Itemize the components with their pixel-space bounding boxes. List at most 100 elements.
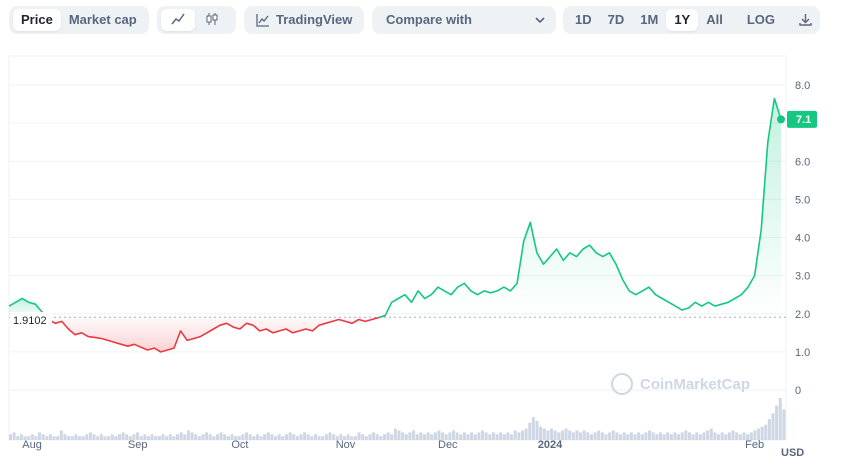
log-toggle[interactable]: LOG bbox=[746, 12, 776, 27]
baseline-label-bg bbox=[10, 312, 52, 328]
volume-bars bbox=[9, 398, 786, 440]
volume-bar bbox=[150, 434, 154, 440]
volume-bar bbox=[186, 430, 190, 440]
volume-bar bbox=[709, 428, 713, 440]
volume-bar bbox=[415, 434, 419, 440]
volume-bar bbox=[412, 430, 416, 440]
candlestick-button[interactable] bbox=[195, 9, 229, 31]
x-tick-label: 2024 bbox=[538, 439, 563, 451]
volume-bar bbox=[742, 432, 746, 440]
volume-bar bbox=[582, 430, 586, 440]
volume-bar bbox=[288, 432, 292, 440]
volume-bar bbox=[212, 436, 216, 440]
volume-bar bbox=[335, 436, 339, 440]
volume-bar bbox=[444, 434, 448, 440]
volume-bar bbox=[727, 432, 731, 440]
volume-bar bbox=[30, 434, 34, 440]
volume-bar bbox=[223, 434, 227, 440]
volume-bar bbox=[197, 436, 201, 440]
volume-bar bbox=[284, 434, 288, 440]
volume-bar bbox=[717, 434, 721, 440]
volume-bar bbox=[117, 434, 121, 440]
range-7d[interactable]: 7D bbox=[607, 12, 625, 27]
volume-bar bbox=[9, 434, 13, 440]
volume-bar bbox=[506, 432, 510, 440]
range-1d[interactable]: 1D bbox=[575, 12, 592, 27]
price-tab[interactable]: Price bbox=[13, 9, 61, 31]
x-tick-label: Nov bbox=[336, 439, 356, 451]
price-chart-svg[interactable]: 8.07.06.05.04.03.02.01.00 AugSepOctNovDe… bbox=[0, 44, 846, 461]
line-chart-button[interactable] bbox=[161, 9, 195, 31]
line-chart-icon bbox=[171, 13, 185, 25]
volume-bar bbox=[535, 420, 539, 440]
volume-bar bbox=[321, 436, 325, 440]
volume-bar bbox=[499, 432, 503, 440]
volume-bar bbox=[775, 405, 779, 440]
volume-bar bbox=[277, 434, 281, 440]
volume-bar bbox=[724, 434, 728, 440]
volume-bar bbox=[433, 432, 437, 440]
volume-bar bbox=[230, 434, 234, 440]
volume-bar bbox=[357, 432, 361, 440]
volume-bar bbox=[364, 436, 368, 440]
volume-bar bbox=[121, 432, 125, 440]
compare-with-dropdown[interactable]: Compare with bbox=[372, 6, 556, 34]
volume-bar bbox=[313, 434, 318, 440]
volume-bar bbox=[604, 434, 608, 440]
volume-bar bbox=[375, 434, 379, 440]
volume-bar bbox=[459, 434, 463, 440]
volume-bar bbox=[67, 436, 71, 440]
volume-bar bbox=[81, 436, 85, 440]
volume-bar bbox=[350, 436, 354, 440]
x-tick-label: Dec bbox=[438, 439, 458, 451]
volume-bar bbox=[422, 434, 426, 440]
volume-bar bbox=[157, 436, 161, 440]
volume-bar bbox=[92, 434, 96, 440]
volume-bar bbox=[571, 432, 575, 440]
chart-toolbar: Price Market cap TradingView Compare wit… bbox=[0, 0, 846, 40]
volume-bar bbox=[441, 432, 445, 440]
volume-bar bbox=[19, 434, 23, 440]
range-1m[interactable]: 1M bbox=[640, 12, 659, 27]
volume-bar bbox=[698, 434, 702, 440]
volume-bar bbox=[673, 432, 677, 440]
market-cap-tab[interactable]: Market cap bbox=[68, 12, 137, 27]
volume-bar bbox=[531, 417, 535, 440]
volume-bar bbox=[426, 432, 430, 440]
volume-bar bbox=[430, 434, 434, 440]
candlestick-icon bbox=[206, 13, 218, 25]
volume-bar bbox=[702, 432, 706, 440]
price-chart[interactable]: 8.07.06.05.04.03.02.01.00 AugSepOctNovDe… bbox=[0, 44, 846, 461]
volume-bar bbox=[96, 436, 100, 440]
volume-bar bbox=[477, 432, 481, 440]
volume-bar bbox=[201, 434, 205, 440]
volume-bar bbox=[448, 432, 452, 440]
volume-bar bbox=[168, 434, 172, 440]
volume-bar bbox=[339, 434, 343, 440]
volume-bar bbox=[255, 434, 259, 440]
volume-bar bbox=[491, 432, 495, 440]
time-range-selector: 1D 7D 1M 1Y All LOG bbox=[563, 6, 820, 34]
volume-bar bbox=[266, 432, 270, 440]
volume-bar bbox=[720, 432, 724, 440]
volume-bar bbox=[16, 436, 20, 440]
volume-bar bbox=[648, 430, 652, 440]
volume-bar bbox=[56, 436, 60, 440]
range-all[interactable]: All bbox=[706, 12, 723, 27]
volume-bar bbox=[731, 430, 735, 440]
tradingview-button[interactable]: TradingView bbox=[244, 6, 364, 34]
volume-bar bbox=[372, 432, 376, 440]
current-price-tag-bg bbox=[787, 110, 817, 128]
volume-bar bbox=[622, 432, 626, 440]
volume-bar bbox=[41, 434, 45, 440]
x-tick-label: Oct bbox=[231, 439, 248, 451]
download-button[interactable] bbox=[791, 9, 820, 31]
volume-bar bbox=[379, 436, 383, 440]
range-1y[interactable]: 1Y bbox=[666, 9, 699, 31]
volume-bar bbox=[557, 432, 561, 440]
volume-bar bbox=[386, 432, 390, 440]
volume-bar bbox=[292, 434, 296, 440]
volume-bar bbox=[205, 432, 209, 440]
volume-bar bbox=[234, 436, 238, 440]
volume-bar bbox=[382, 434, 387, 440]
